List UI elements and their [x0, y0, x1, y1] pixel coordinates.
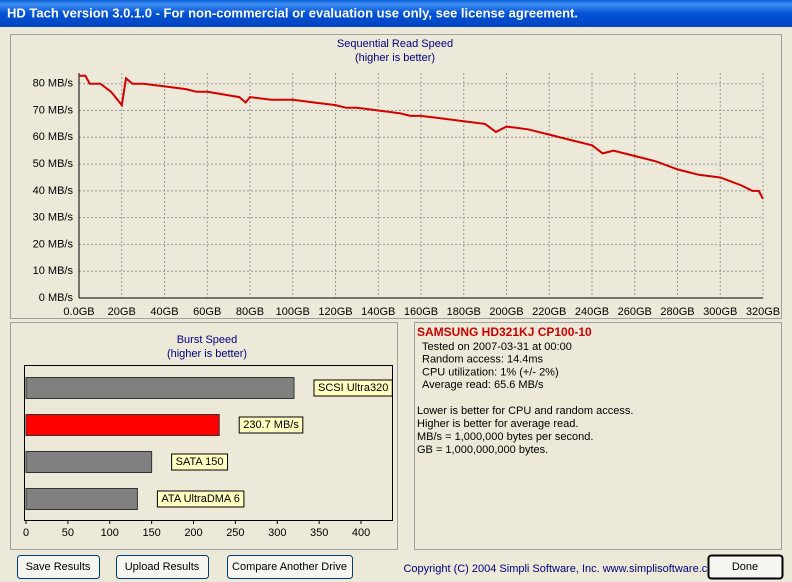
chart-subtitle: (higher is better) [355, 52, 435, 64]
x-tick-label: 50 [62, 527, 74, 539]
x-tick-label: 150 [142, 527, 160, 539]
x-tick-label: 300 [268, 527, 286, 539]
y-tick-label: 10 MB/s [33, 265, 74, 277]
x-tick-label: 100 [101, 527, 119, 539]
category-label: ATA UltraDMA 6 [161, 493, 239, 505]
x-tick-label: 220GB [532, 306, 566, 318]
x-tick-label: 20GB [108, 306, 136, 318]
y-tick-label: 60 MB/s [33, 131, 74, 143]
button-label[interactable]: Compare Another Drive [232, 561, 347, 573]
category-label: SCSI Ultra320 [318, 382, 388, 394]
bar [25, 377, 295, 399]
button[interactable] [116, 555, 209, 579]
info-detail: Random access: 14.4ms [422, 354, 544, 366]
x-tick-label: 320GB [746, 306, 780, 318]
button-label[interactable]: Upload Results [125, 561, 200, 573]
x-tick-label: 140GB [361, 306, 395, 318]
window-title: HD Tach version 3.0.1.0 - For non-commer… [7, 5, 578, 20]
x-tick-label: 160GB [404, 306, 438, 318]
x-tick-label: 260GB [618, 306, 652, 318]
x-tick-label: 300GB [703, 306, 737, 318]
x-tick-label: 200 [184, 527, 202, 539]
x-tick-label: 280GB [660, 306, 694, 318]
x-tick-label: 400 [352, 527, 370, 539]
x-tick-label: 40GB [150, 306, 178, 318]
y-tick-label: 30 MB/s [33, 212, 74, 224]
x-tick-label: 120GB [318, 306, 352, 318]
x-tick-label: 0.0GB [63, 306, 94, 318]
info-detail: Average read: 65.6 MB/s [422, 379, 544, 391]
bar [25, 451, 153, 473]
x-tick-label: 350 [310, 527, 328, 539]
button[interactable] [17, 555, 100, 579]
value-label: 230.7 MB/s [243, 419, 299, 431]
x-tick-label: 0 [23, 527, 29, 539]
drive-name: SAMSUNG HD321KJ CP100-10 [417, 325, 592, 339]
label-box [171, 453, 229, 471]
chart-title: Burst Speed [177, 334, 238, 346]
chart-subtitle: (higher is better) [167, 348, 247, 360]
copyright: Copyright (C) 2004 Simpli Software, Inc.… [403, 563, 722, 575]
x-tick-label: 240GB [575, 306, 609, 318]
label-box [156, 490, 245, 508]
x-tick-label: 100GB [276, 306, 310, 318]
read-speed-line [79, 74, 764, 200]
label-box [238, 416, 304, 434]
info-detail: Tested on 2007-03-31 at 00:00 [422, 341, 572, 353]
x-tick-label: 180GB [447, 306, 481, 318]
button-label[interactable]: Save Results [26, 561, 91, 573]
y-tick-label: 50 MB/s [33, 158, 74, 170]
y-tick-label: 20 MB/s [33, 238, 74, 250]
category-label: SATA 150 [176, 456, 224, 468]
read-panel [10, 34, 782, 319]
info-panel [414, 322, 782, 550]
button[interactable] [227, 555, 353, 579]
label-box [313, 379, 393, 397]
chart-title: Sequential Read Speed [337, 38, 453, 50]
info-detail: CPU utilization: 1% (+/- 2%) [422, 366, 559, 378]
info-note: MB/s = 1,000,000 bytes per second. [417, 431, 593, 443]
info-note: Higher is better for average read. [417, 418, 578, 430]
y-tick-label: 0 MB/s [39, 292, 74, 304]
y-tick-label: 70 MB/s [33, 104, 74, 116]
info-note: Lower is better for CPU and random acces… [417, 405, 633, 417]
y-tick-label: 40 MB/s [33, 185, 74, 197]
y-tick-label: 80 MB/s [33, 78, 74, 90]
x-tick-label: 80GB [236, 306, 264, 318]
x-tick-label: 60GB [193, 306, 221, 318]
bar [25, 414, 220, 436]
button-label[interactable]: Done [732, 561, 758, 573]
button[interactable] [707, 554, 784, 580]
title-bar [0, 0, 792, 27]
info-note: GB = 1,000,000,000 bytes. [417, 444, 548, 456]
x-tick-label: 200GB [489, 306, 523, 318]
bar [25, 488, 138, 510]
x-tick-label: 250 [226, 527, 244, 539]
